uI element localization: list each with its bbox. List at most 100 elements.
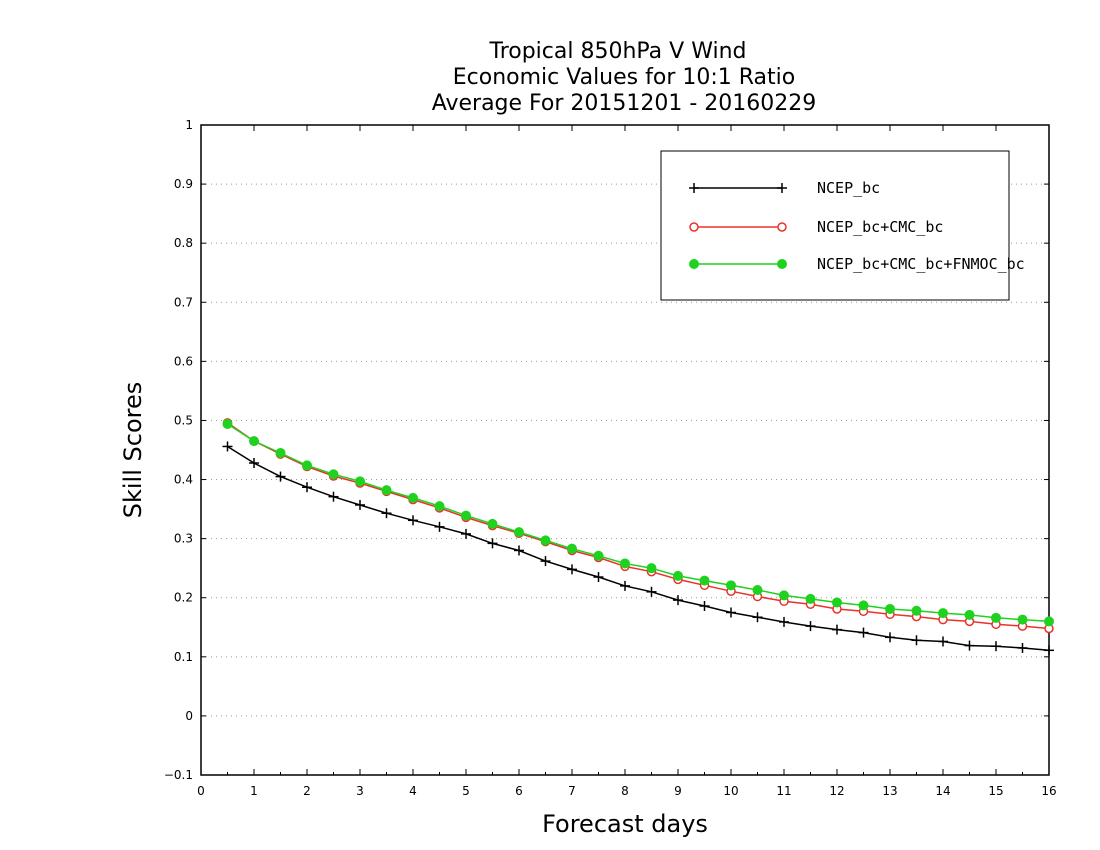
data-point bbox=[461, 510, 471, 521]
x-tick-label: 8 bbox=[621, 784, 629, 798]
data-point bbox=[699, 575, 710, 586]
data-point bbox=[275, 447, 286, 458]
data-point bbox=[646, 586, 657, 597]
data-point bbox=[620, 558, 630, 569]
data-point bbox=[461, 528, 471, 539]
data-point bbox=[222, 441, 233, 452]
data-point bbox=[249, 458, 259, 468]
y-tick-label: 0.7 bbox=[174, 295, 193, 309]
series-group bbox=[222, 418, 1054, 656]
data-point bbox=[487, 538, 498, 549]
x-tick-label: 9 bbox=[674, 784, 682, 798]
x-tick-label: 3 bbox=[356, 784, 364, 798]
x-tick-label: 14 bbox=[935, 784, 950, 798]
data-point bbox=[408, 492, 418, 503]
data-point bbox=[487, 518, 498, 529]
data-point bbox=[514, 545, 524, 556]
data-point bbox=[1044, 616, 1054, 627]
data-point bbox=[355, 476, 365, 487]
data-point bbox=[779, 616, 789, 627]
data-point bbox=[249, 436, 259, 447]
data-point bbox=[858, 627, 869, 638]
data-point bbox=[646, 563, 657, 574]
x-tick-label: 5 bbox=[462, 784, 470, 798]
y-tick-label: 1 bbox=[185, 118, 193, 132]
y-tick-label: 0.1 bbox=[174, 650, 193, 664]
legend-marker bbox=[777, 183, 787, 193]
data-point bbox=[938, 636, 948, 647]
data-point bbox=[381, 485, 392, 496]
x-tick-label: 0 bbox=[197, 784, 205, 798]
chart-title-line-1: Tropical 850hPa V Wind bbox=[488, 39, 746, 64]
data-point bbox=[858, 600, 869, 611]
data-point bbox=[964, 609, 975, 620]
legend-items: NCEP_bc NCEP_bc+CMC_bc NCEP_bc+CMC_bc+FNMO… bbox=[689, 179, 1025, 273]
data-point bbox=[328, 491, 339, 502]
data-point bbox=[805, 621, 816, 632]
y-tick-label: −0.1 bbox=[164, 768, 193, 782]
data-point bbox=[275, 471, 286, 482]
x-tick-label: 10 bbox=[723, 784, 738, 798]
data-point bbox=[434, 501, 445, 512]
x-tick-label: 12 bbox=[829, 784, 844, 798]
y-axis-label: Skill Scores bbox=[119, 382, 147, 519]
chart-title-line-2: Economic Values for 10:1 Ratio bbox=[453, 65, 795, 90]
data-point bbox=[593, 550, 604, 561]
chart-title-line-3: Average For 20151201 - 20160229 bbox=[432, 91, 817, 116]
data-point bbox=[434, 521, 445, 532]
legend-item-1: NCEP_bc bbox=[689, 179, 880, 197]
data-point bbox=[938, 608, 948, 619]
series-3 bbox=[222, 419, 1054, 627]
legend-marker bbox=[689, 183, 699, 193]
x-tick-label: 13 bbox=[882, 784, 897, 798]
data-point bbox=[540, 556, 551, 567]
x-tick-label: 6 bbox=[515, 784, 523, 798]
data-point bbox=[779, 590, 789, 601]
legend-label: NCEP_bc bbox=[817, 179, 880, 197]
x-tick-label: 16 bbox=[1041, 784, 1056, 798]
data-point bbox=[991, 641, 1001, 652]
y-tick-label: 0.9 bbox=[174, 177, 193, 191]
x-tick-label: 15 bbox=[988, 784, 1003, 798]
x-tick-label: 2 bbox=[303, 784, 311, 798]
data-point bbox=[302, 482, 312, 493]
x-tick-label: 11 bbox=[776, 784, 791, 798]
axis-ticks: −0.100.10.20.30.40.50.60.70.80.910 1 2 3 4 5 6… bbox=[164, 118, 1057, 798]
legend-label: NCEP_bc+CMC_bc bbox=[817, 218, 943, 236]
data-point bbox=[832, 597, 842, 608]
data-point bbox=[991, 612, 1001, 623]
data-point bbox=[355, 499, 365, 510]
data-point bbox=[726, 580, 736, 591]
data-point bbox=[620, 580, 630, 591]
y-tick-label: 0.8 bbox=[174, 236, 193, 250]
data-point bbox=[726, 607, 736, 618]
legend-box bbox=[660, 150, 1010, 301]
data-point bbox=[514, 527, 524, 538]
data-point bbox=[673, 570, 683, 581]
data-point bbox=[911, 635, 922, 646]
data-point bbox=[302, 460, 312, 471]
data-point bbox=[885, 603, 895, 614]
data-point bbox=[673, 595, 683, 606]
data-point bbox=[805, 593, 816, 604]
y-tick-label: 0.3 bbox=[174, 532, 193, 546]
legend: NCEP_bc NCEP_bc+CMC_bc NCEP_bc+CMC_bc+FNMO… bbox=[660, 150, 1025, 301]
y-tick-label: 0.2 bbox=[174, 591, 193, 605]
y-tick-label: 0.4 bbox=[174, 473, 193, 487]
data-point bbox=[222, 419, 233, 429]
data-point bbox=[540, 535, 551, 546]
data-point bbox=[752, 612, 763, 623]
legend-marker bbox=[777, 222, 787, 232]
x-tick-label: 7 bbox=[568, 784, 576, 798]
data-point bbox=[408, 515, 418, 526]
x-axis-label: Forecast days bbox=[542, 810, 708, 838]
data-point bbox=[1044, 645, 1054, 656]
y-tick-label: 0.6 bbox=[174, 354, 193, 368]
legend-marker bbox=[689, 259, 699, 269]
y-tick-label: 0.5 bbox=[174, 413, 193, 427]
data-point bbox=[567, 543, 577, 554]
legend-label: NCEP_bc+CMC_bc+FNMOC_bc bbox=[817, 255, 1025, 273]
data-point bbox=[699, 601, 710, 611]
